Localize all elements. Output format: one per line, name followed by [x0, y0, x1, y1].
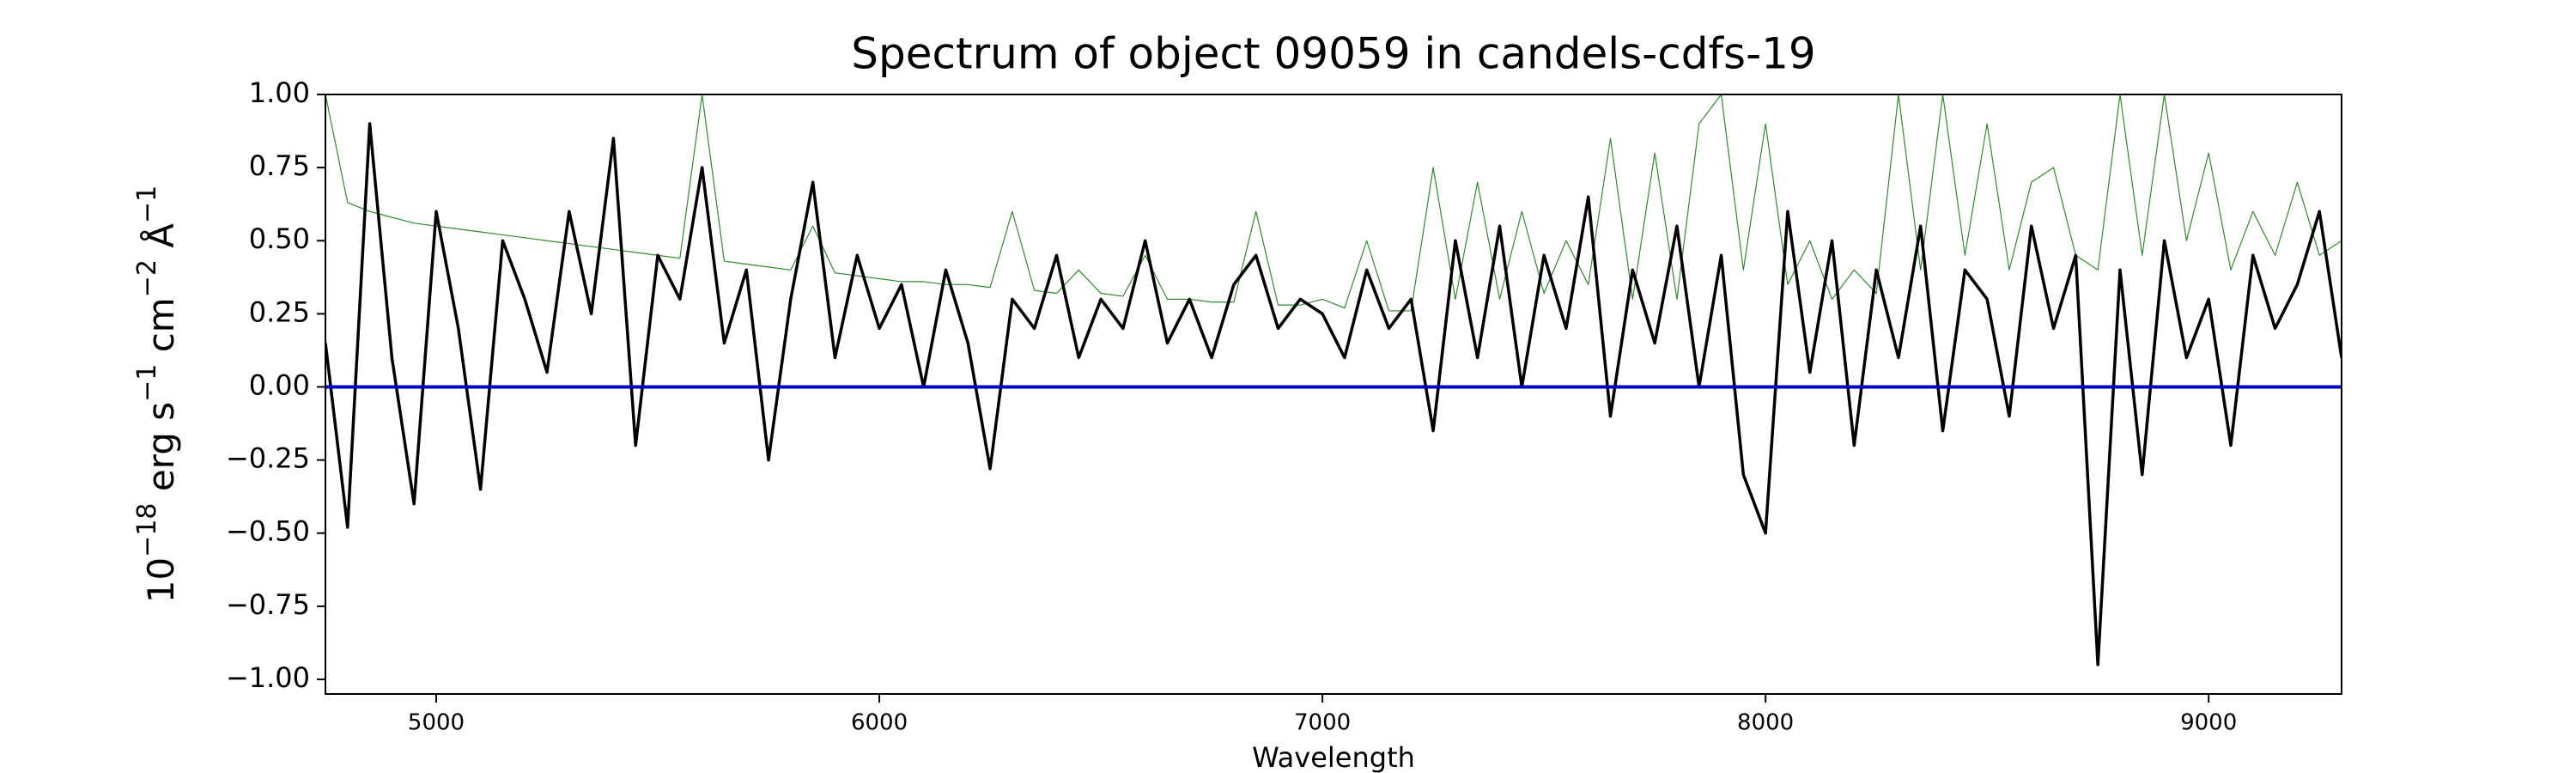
x-tick-label: 6000: [851, 710, 908, 736]
y-label-superscript: −1: [132, 364, 162, 402]
spectrum-line: [325, 94, 2342, 312]
y-tick-label: 1.00: [249, 76, 310, 109]
y-label-part: cm: [140, 297, 182, 363]
y-tick-label: 0.25: [249, 295, 310, 328]
y-tick-label: 0.75: [249, 149, 310, 182]
y-tick-label: 0.50: [249, 222, 310, 255]
chart-title: Spectrum of object 09059 in candels-cdfs…: [851, 29, 1816, 79]
x-tick-label: 5000: [408, 710, 465, 736]
x-tick-label: 7000: [1294, 710, 1351, 736]
spectrum-line: [325, 122, 2342, 666]
y-tick-label: −0.25: [226, 442, 310, 475]
plot-frame: [325, 94, 2342, 695]
x-tick-label: 9000: [2180, 710, 2237, 736]
y-label-superscript: −2: [132, 259, 162, 297]
y-tick-label: −0.75: [226, 588, 310, 621]
y-tick-label: −1.00: [226, 661, 310, 694]
y-label-superscript: −18: [132, 503, 162, 557]
plot-area: [325, 94, 2342, 666]
y-label-superscript: −1: [132, 186, 162, 223]
y-tick-label: −0.50: [226, 515, 310, 548]
y-label-part: Å: [139, 223, 182, 259]
y-label-part: 10: [140, 557, 182, 603]
x-axis-label: Wavelength: [1252, 741, 1415, 773]
y-axis-label: 10−18 erg s−1 cm−2 Å−1: [132, 186, 182, 604]
y-tick-label: 0.00: [249, 368, 310, 401]
y-label-part: erg s: [140, 402, 182, 503]
x-tick-label: 8000: [1737, 710, 1794, 736]
